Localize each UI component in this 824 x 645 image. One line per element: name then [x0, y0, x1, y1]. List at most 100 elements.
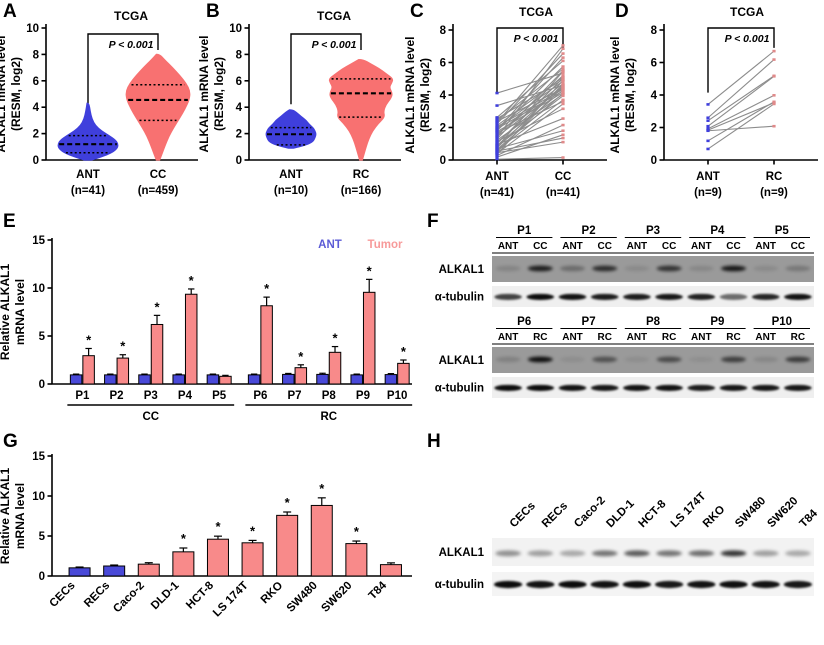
y-axis-title: ALKAL1 mRNA level(RESM, log2)	[608, 37, 637, 154]
svg-text:HCT-8: HCT-8	[637, 498, 669, 530]
bar-sw620	[345, 543, 368, 577]
data-point-tumor	[561, 83, 565, 86]
pair-line	[707, 75, 775, 127]
data-point-tumor	[561, 47, 565, 50]
blot-band	[688, 265, 714, 272]
significance-star: *	[154, 299, 160, 314]
blot-lane-label: CC	[662, 241, 676, 252]
svg-text:SW620: SW620	[319, 580, 354, 615]
blot-lane-label: CC	[726, 241, 740, 252]
blot-lane-label: SW480	[733, 495, 768, 530]
x-category-label: ANT	[279, 169, 303, 181]
blot-band	[751, 580, 780, 589]
blot-band	[783, 580, 813, 589]
blot-band	[591, 550, 618, 557]
y-tick-label: 0	[39, 571, 45, 583]
y-tick-label: 5	[39, 531, 46, 543]
data-point-tumor	[561, 98, 565, 102]
data-point-tumor	[561, 123, 565, 127]
blot-lane-label: RC	[662, 332, 676, 343]
x-category-n: (n=41)	[546, 187, 580, 199]
significance-star: *	[189, 273, 195, 288]
blot-band	[493, 580, 523, 589]
y-tick-label: 0	[651, 155, 657, 167]
svg-text:RKO: RKO	[259, 580, 286, 607]
svg-text:SW480: SW480	[285, 580, 320, 615]
data-point-tumor	[561, 102, 565, 106]
x-category-n: (n=9)	[694, 187, 722, 199]
x-category-label: P7	[288, 390, 302, 402]
x-category-label: P3	[144, 390, 158, 402]
pair-line	[496, 157, 564, 160]
blot-band	[527, 356, 553, 363]
pair-line	[496, 86, 564, 153]
svg-text:(RESM, log2): (RESM, log2)	[418, 58, 432, 132]
pair-line	[707, 75, 775, 122]
svg-text:SW620: SW620	[765, 495, 800, 530]
blot-bands-alkal1	[495, 265, 811, 272]
data-point-ant	[495, 104, 499, 107]
x-category-n: (n=41)	[480, 187, 514, 199]
blot-lane-label: CC	[533, 241, 547, 252]
blot-band	[559, 356, 586, 363]
bar-tumor	[150, 323, 164, 385]
y-tick-label: 10	[32, 283, 45, 295]
pair-line	[496, 72, 564, 94]
svg-text:RECs: RECs	[82, 580, 112, 610]
svg-text:DLD-1: DLD-1	[149, 579, 182, 612]
blot-row-label-alkal1: ALKAL1	[439, 264, 485, 276]
blot-row-label-alkal1: ALKAL1	[439, 355, 485, 367]
significance-star: *	[264, 281, 270, 296]
x-category-label: ANT	[485, 171, 509, 183]
data-point-tumor	[772, 58, 776, 61]
y-tick-label: 8	[440, 25, 447, 37]
x-category-n: (n=41)	[71, 185, 105, 197]
blot-band	[688, 356, 714, 363]
data-point-tumor	[772, 94, 776, 97]
y-tick-label: 0	[440, 155, 446, 167]
blot-lane-label: Caco-2	[572, 495, 608, 531]
y-axis-title: ALKAL1 mRNA level(RESM, log2)	[0, 36, 23, 153]
blot-band	[526, 384, 555, 392]
blot-band	[654, 580, 684, 589]
pair-line	[496, 70, 564, 140]
x-category-label: CECs	[48, 580, 78, 610]
blot-band	[495, 550, 521, 557]
x-category-label: P8	[322, 390, 337, 402]
blot-lane-label: ANT	[562, 332, 583, 343]
x-category-n: (n=166)	[341, 185, 382, 197]
blot-band	[785, 550, 811, 557]
blot-band	[656, 356, 682, 363]
x-category-label: P9	[356, 390, 370, 402]
data-point-tumor	[561, 67, 565, 71]
pair-line	[496, 45, 564, 123]
blot-band	[751, 293, 780, 301]
significance-star: *	[215, 519, 221, 534]
bar-tumor	[116, 357, 130, 385]
blot-band	[719, 293, 748, 301]
x-category-label: CC	[555, 171, 572, 183]
bar-cecs	[68, 567, 91, 577]
bar-ant	[206, 374, 220, 385]
data-point-ant	[706, 147, 710, 151]
pair-line	[496, 71, 564, 148]
bar-caco-2	[137, 563, 160, 577]
bar-sw480	[310, 504, 333, 577]
pair-line	[496, 92, 564, 150]
data-point-ant	[495, 155, 499, 159]
blot-lane-label: HCT-8	[637, 498, 669, 530]
data-point-tumor	[561, 107, 565, 111]
data-point-tumor	[561, 79, 565, 82]
panel-d: D 0 2 4 6 8 ALKAL1 mRNA level (RESM, log2) TCGA…	[608, 0, 824, 210]
paired-lines	[706, 49, 776, 151]
panel-e: E 0 5 10 15 Relative ALKAL1 mRNA level ANT Tumo…	[0, 212, 420, 428]
blot-band	[784, 384, 812, 392]
x-category-label: P5	[212, 390, 227, 402]
y-tick-label: 6	[651, 58, 657, 70]
blot-band	[494, 384, 522, 392]
y-axis-title: Relative ALKAL1 mRNA level	[0, 264, 27, 361]
svg-text:T84: T84	[798, 507, 821, 530]
data-point-tumor	[561, 140, 565, 144]
blot-bands-tubulin	[493, 580, 813, 589]
data-point-ant	[706, 124, 710, 128]
